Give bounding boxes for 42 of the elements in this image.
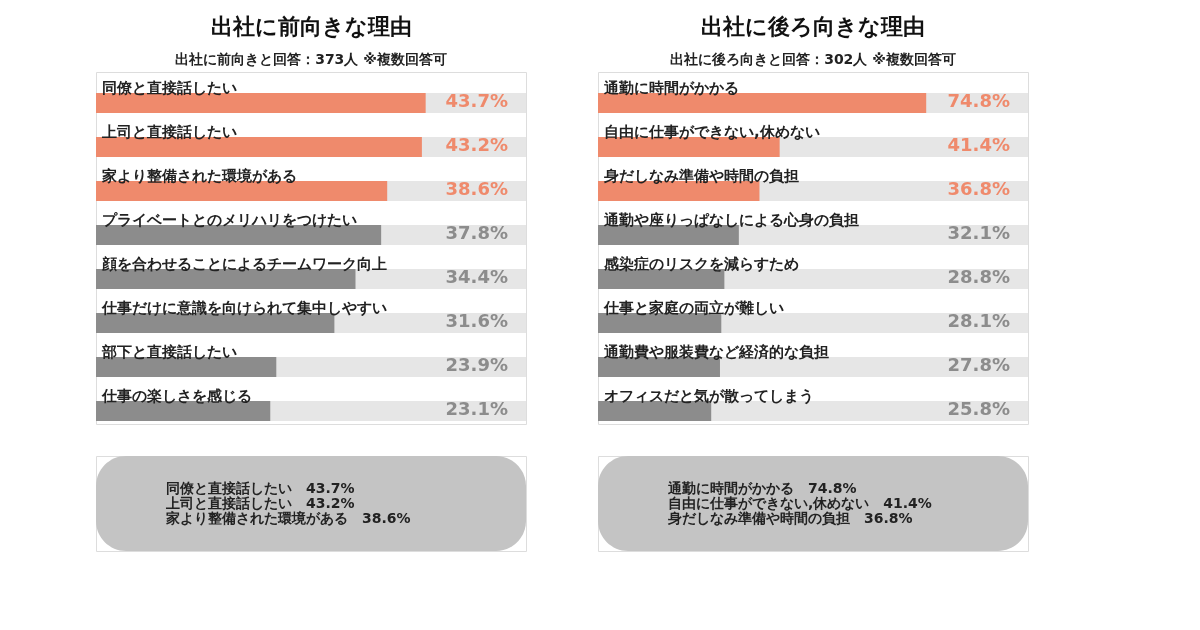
category-label: 顔を合わせることによるチームワーク向上: [102, 255, 387, 273]
chart-title: 出社に後ろ向きな理由: [701, 14, 925, 39]
data-label: 25.8%: [947, 398, 1010, 419]
data-label: 32.1%: [947, 222, 1010, 243]
data-label: 34.4%: [445, 266, 508, 287]
category-label: 上司と直接話したい: [102, 123, 237, 141]
data-label: 23.1%: [445, 398, 508, 419]
category-label: 身だしなみ準備や時間の負担: [604, 167, 799, 185]
chart-subtitle: 出社に前向きと回答：373人 ※複数回答可: [175, 51, 447, 67]
category-label: プライベートとのメリハリをつけたい: [102, 211, 357, 229]
chart-subtitle: 出社に後ろ向きと回答：302人 ※複数回答可: [670, 51, 956, 67]
category-label: 仕事の楽しさを感じる: [102, 387, 252, 405]
text: 自由に仕事ができない,休めない 41.4%: [668, 495, 932, 511]
category-label: 部下と直接話したい: [102, 343, 237, 361]
text: 上司と直接話したい 43.2%: [165, 495, 355, 511]
data-label: 31.6%: [445, 310, 508, 331]
data-label: 28.8%: [947, 266, 1010, 287]
category-label: 自由に仕事ができない,休めない: [604, 123, 820, 141]
text: 身だしなみ準備や時間の負担 36.8%: [667, 510, 913, 527]
text: 家より整備された環境がある 38.6%: [165, 510, 411, 527]
category-label: オフィスだと気が散ってしまう: [604, 387, 814, 405]
data-label: 43.2%: [445, 134, 508, 155]
category-label: 家より整備された環境がある: [102, 167, 297, 185]
data-label: 37.8%: [445, 222, 508, 243]
data-label: 74.8%: [947, 90, 1010, 111]
category-label: 仕事と家庭の両立が難しい: [604, 299, 784, 317]
data-label: 36.8%: [947, 178, 1010, 199]
data-label: 23.9%: [445, 354, 508, 375]
data-label: 27.8%: [947, 354, 1010, 375]
category-label: 通勤費や服装費など経済的な負担: [604, 343, 829, 361]
data-label: 28.1%: [947, 310, 1010, 331]
category-label: 同僚と直接話したい: [102, 79, 237, 97]
chart-title: 出社に前向きな理由: [210, 14, 412, 39]
data-label: 38.6%: [445, 178, 508, 199]
data-label: 43.7%: [445, 90, 508, 111]
text: 通勤に時間がかかる 74.8%: [667, 479, 857, 496]
category-label: 仕事だけに意識を向けられて集中しやすい: [102, 299, 387, 317]
category-label: 通勤に時間がかかる: [604, 79, 739, 97]
category-label: 通勤や座りっぱなしによる心身の負担: [604, 211, 859, 229]
text: 同僚と直接話したい 43.7%: [166, 479, 355, 496]
data-label: 41.4%: [947, 134, 1010, 155]
category-label: 感染症のリスクを減らすため: [604, 255, 799, 273]
